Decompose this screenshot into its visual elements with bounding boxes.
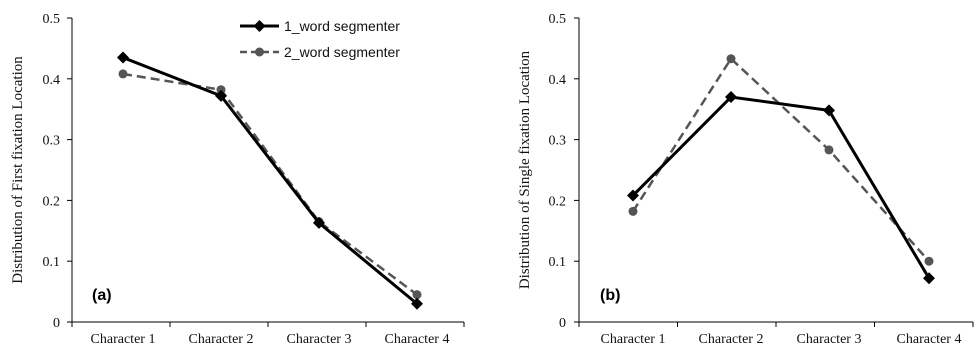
x-tick-label: Character 1 bbox=[91, 332, 156, 347]
chart-panel-2: 0 0.1 0.2 0.3 0.4 0.5 Character 1 Character 2 Ch… bbox=[517, 12, 974, 347]
x-tick-label: Character 4 bbox=[385, 332, 450, 347]
legend-marker-circle bbox=[255, 47, 264, 57]
y-axis-label: Distribution of First fixation Location bbox=[10, 56, 26, 284]
legend-label: 2_word segmenter bbox=[284, 44, 400, 60]
x-tick-label: Character 2 bbox=[189, 332, 254, 347]
y-tick-label: 0.3 bbox=[43, 134, 61, 149]
data-point-diamond bbox=[725, 91, 737, 104]
data-point-diamond bbox=[823, 104, 835, 117]
data-point-circle bbox=[412, 290, 422, 300]
y-tick-label: 0.2 bbox=[43, 194, 61, 209]
y-tick-label: 0.4 bbox=[43, 73, 61, 88]
series-line-1 bbox=[122, 56, 418, 305]
y-tick-label: 0.1 bbox=[549, 255, 567, 270]
series-line-1 bbox=[631, 95, 931, 279]
series-line-2 bbox=[631, 56, 930, 263]
y-tick-label: 0.5 bbox=[549, 12, 567, 27]
data-point-circle bbox=[726, 54, 736, 64]
y-tick-label: 0.4 bbox=[549, 73, 567, 88]
data-point-diamond bbox=[923, 272, 935, 285]
x-tick-label: Character 2 bbox=[699, 332, 764, 347]
data-point-diamond bbox=[313, 216, 325, 229]
y-tick-label: 0.1 bbox=[43, 255, 61, 270]
data-point-circle bbox=[924, 256, 934, 266]
y-tick-label: 0 bbox=[559, 316, 566, 331]
chart-panel-1: 0 0.1 0.2 0.3 0.4 0.5 Character 1 Character 2 Ch… bbox=[10, 12, 465, 347]
data-point-circle bbox=[628, 206, 638, 216]
y-axis-label: Distribution of Single fixation Location bbox=[517, 50, 533, 289]
y-tick-label: 0.5 bbox=[43, 12, 61, 27]
data-point-circle bbox=[824, 145, 834, 155]
panel-label: (b) bbox=[600, 287, 620, 304]
x-tick-label: Character 3 bbox=[797, 332, 862, 347]
y-tick-label: 0 bbox=[53, 316, 60, 331]
x-tick-label: Character 3 bbox=[287, 332, 352, 347]
data-point-diamond bbox=[215, 89, 227, 102]
x-tick-label: Character 1 bbox=[601, 332, 666, 347]
x-tick-label: Character 4 bbox=[897, 332, 962, 347]
y-tick-label: 0.2 bbox=[549, 194, 567, 209]
data-point-circle bbox=[118, 69, 128, 79]
data-point-diamond bbox=[627, 189, 639, 202]
panel-label: (a) bbox=[92, 287, 112, 304]
series-line-2 bbox=[122, 72, 418, 296]
data-point-circle bbox=[216, 85, 226, 95]
legend-label: 1_word segmenter bbox=[284, 18, 400, 34]
data-point-diamond bbox=[117, 51, 129, 64]
legend-marker-diamond bbox=[253, 20, 266, 32]
legend: 1_word segmenter 2_word segmenter bbox=[240, 18, 400, 60]
data-point-diamond bbox=[411, 297, 423, 310]
y-tick-label: 0.3 bbox=[549, 134, 567, 149]
